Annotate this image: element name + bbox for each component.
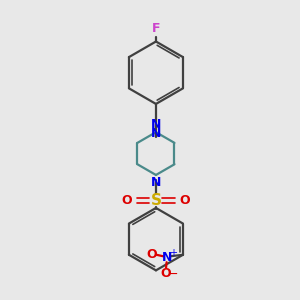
Text: N: N	[151, 127, 161, 140]
Text: N: N	[162, 251, 173, 264]
Text: F: F	[152, 22, 160, 35]
Text: N: N	[151, 176, 161, 190]
Text: O: O	[122, 194, 132, 207]
Text: +: +	[169, 248, 177, 258]
Text: O: O	[147, 248, 158, 261]
Text: N: N	[151, 118, 161, 131]
Text: O: O	[179, 194, 190, 207]
Text: O: O	[161, 267, 171, 280]
Text: S: S	[150, 193, 161, 208]
Text: −: −	[167, 268, 178, 281]
